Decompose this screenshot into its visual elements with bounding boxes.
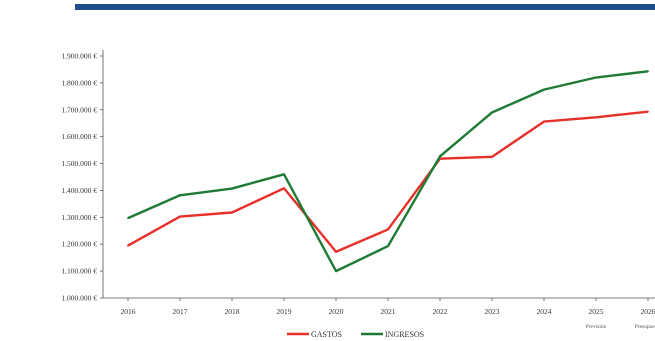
data-point-ingresos <box>491 111 493 114</box>
data-point-gastos <box>491 155 493 158</box>
y-tick-label: 1.000.000 € <box>61 294 97 303</box>
x-tick-label: 2022 <box>433 307 448 316</box>
y-tick-label: 1.700.000 € <box>61 105 97 114</box>
chart-axes <box>102 50 655 299</box>
data-point-ingresos <box>231 187 233 190</box>
x-tick-label: 2023 <box>485 307 500 316</box>
x-axis-notes: Previsión Presupuesto <box>586 324 655 330</box>
data-point-gastos <box>543 120 545 123</box>
data-point-gastos <box>595 116 597 119</box>
x-tick-label: 2025 <box>589 307 604 316</box>
x-tick-label: 2016 <box>121 307 136 316</box>
x-tick-label: 2021 <box>381 307 396 316</box>
chart-legend: GASTOS INGRESOS <box>287 330 424 339</box>
x-tick-label: 2019 <box>277 307 292 316</box>
data-point-gastos <box>127 244 129 247</box>
x-tick-label: 2024 <box>537 307 552 316</box>
data-point-gastos <box>387 228 389 231</box>
series-lines <box>127 70 649 273</box>
y-tick-label: 1.400.000 € <box>61 186 97 195</box>
data-point-ingresos <box>595 76 597 79</box>
legend-label: INGRESOS <box>385 330 424 339</box>
series-line-ingresos <box>127 70 649 273</box>
series-line-gastos <box>127 110 649 253</box>
data-point-ingresos <box>439 155 441 158</box>
x-tick-label: 2017 <box>173 307 188 316</box>
data-point-gastos <box>179 215 181 218</box>
y-tick-label: 1.500.000 € <box>61 159 97 168</box>
y-axis-ticks: 1.000.000 € 1.100.000 € 1.200.000 € 1.300.0… <box>61 52 103 303</box>
data-point-gastos <box>647 110 649 113</box>
x-tick-label: 2020 <box>329 307 344 316</box>
x-axis-ticks: 2016 2017 2018 2019 2020 2021 2022 2023 2024 2025… <box>121 298 655 316</box>
y-tick-label: 1.200.000 € <box>61 240 97 249</box>
x-tick-label: 2018 <box>225 307 240 316</box>
y-tick-label: 1.900.000 € <box>61 52 97 61</box>
data-point-ingresos <box>127 217 129 220</box>
data-point-ingresos <box>283 173 285 176</box>
data-point-ingresos <box>387 245 389 248</box>
y-tick-label: 1.800.000 € <box>61 78 97 87</box>
y-tick-label: 1.100.000 € <box>61 267 97 276</box>
y-tick-label: 1.600.000 € <box>61 132 97 141</box>
data-point-ingresos <box>335 270 337 273</box>
x-tick-note: Presupuesto <box>635 324 655 330</box>
data-point-ingresos <box>179 194 181 197</box>
data-point-ingresos <box>647 70 649 73</box>
x-tick-label: 2026 <box>641 307 655 316</box>
x-tick-note: Previsión <box>586 324 607 330</box>
legend-label: GASTOS <box>311 330 342 339</box>
data-point-gastos <box>283 187 285 190</box>
data-point-ingresos <box>543 88 545 91</box>
data-point-gastos <box>231 211 233 214</box>
header-bar <box>75 4 655 10</box>
y-tick-label: 1.300.000 € <box>61 213 97 222</box>
data-point-gastos <box>335 250 337 253</box>
